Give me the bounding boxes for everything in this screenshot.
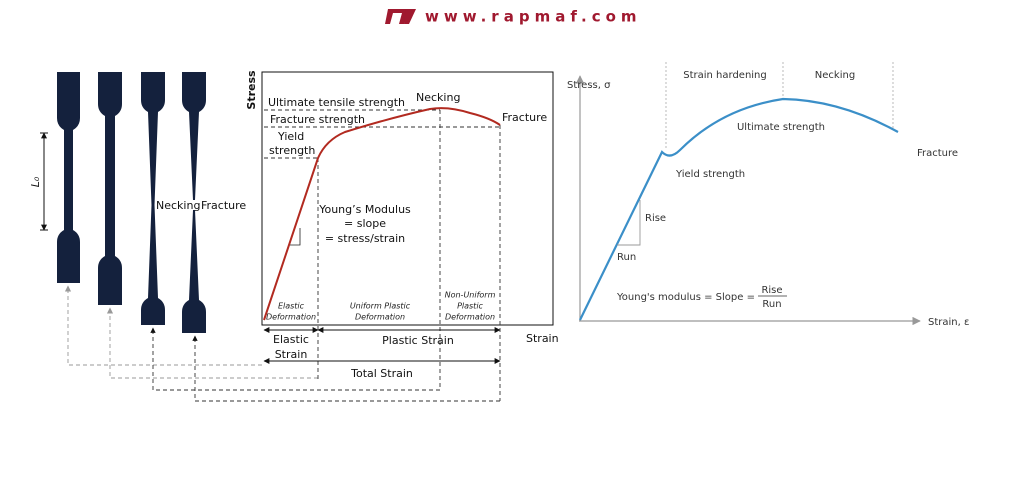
region-label: Deformation [445, 313, 495, 322]
region-label: Necking [815, 70, 855, 81]
ultimate-strength-label: Ultimate strength [737, 122, 825, 133]
plastic-strain-label: Plastic Strain [382, 334, 454, 347]
slope-triangle [290, 228, 301, 246]
elastic-strain-label: Elastic [273, 333, 309, 346]
necking-label: Necking [416, 91, 460, 104]
y-axis-label: Stress [245, 70, 258, 110]
region-label: Plastic [457, 302, 483, 311]
fracture-label: Fracture [502, 111, 547, 124]
plot-frame [261, 71, 554, 326]
fraction-numerator: Rise [761, 285, 782, 296]
connector [64, 285, 262, 366]
fracture-strength-label: Fracture strength [270, 113, 365, 126]
connector [192, 335, 500, 402]
specimen [98, 72, 122, 305]
stress-strain-curve [579, 97, 899, 321]
connector [150, 327, 440, 391]
logo-mark [404, 9, 416, 24]
fracture-label: Fracture [917, 148, 958, 159]
specimen [57, 72, 80, 283]
logo-text: www.rapmaf.com [425, 8, 642, 26]
guide-lines [264, 109, 501, 401]
x-axis-label: Strain [526, 332, 559, 345]
region-label: Uniform Plastic [350, 302, 411, 311]
modulus-label: = stress/strain [325, 232, 405, 245]
connector [106, 307, 318, 379]
specimen [182, 210, 206, 333]
necking-label: Necking [156, 199, 200, 212]
yield-label: Yield [277, 130, 304, 143]
stress-strain-curve [263, 107, 501, 321]
modulus-label: Young’s Modulus [318, 203, 411, 216]
specimen [182, 72, 206, 200]
gauge-length-label: L₀ [29, 176, 42, 187]
fracture-label: Fracture [201, 199, 246, 212]
x-axis-label: Strain, ε [928, 317, 969, 328]
rise-label: Rise [645, 213, 666, 224]
specimen [141, 72, 165, 325]
uts-label: Ultimate tensile strength [268, 96, 405, 109]
region-label: Elastic [278, 302, 305, 311]
modulus-formula: Young's modulus = Slope = [616, 292, 755, 303]
fraction-denominator: Run [762, 299, 781, 310]
total-strain-label: Total Strain [350, 367, 413, 380]
region-label: Deformation [355, 313, 405, 322]
logo-mark [385, 9, 408, 24]
modulus-label: = slope [344, 217, 386, 230]
run-label: Run [617, 252, 636, 263]
region-label: Strain hardening [683, 70, 767, 81]
yield-strength-label: Yield strength [675, 169, 745, 180]
region-label: Non-Uniform [445, 291, 496, 300]
region-dividers [665, 62, 894, 150]
region-label: Deformation [266, 313, 316, 322]
yield-label: strength [269, 144, 315, 157]
logo: www.rapmaf.com [385, 8, 642, 26]
y-axis-label: Stress, σ [567, 80, 611, 91]
elastic-strain-label: Strain [275, 348, 308, 361]
rise-run-triangle [617, 200, 641, 246]
